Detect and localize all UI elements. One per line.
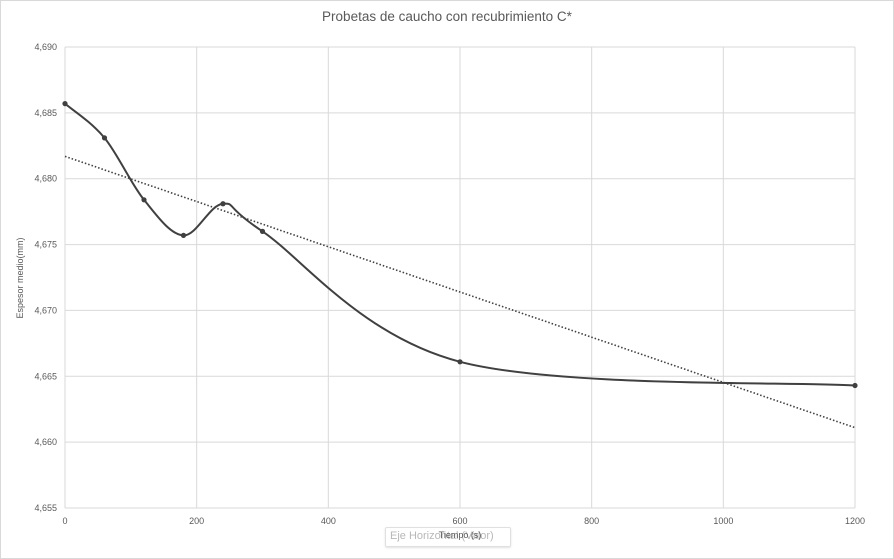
y-tick-label: 4,665 [34, 371, 57, 381]
y-tick-label: 4,660 [34, 437, 57, 447]
y-tick-label: 4,680 [34, 174, 57, 184]
linear-trendline [64, 155, 856, 429]
x-tick-label: 400 [321, 516, 336, 526]
x-tick-label: 800 [584, 516, 599, 526]
y-tick-label: 4,655 [34, 503, 57, 513]
y-axis-title: Espesor medio(mm) [15, 237, 25, 318]
x-tick-label: 1000 [713, 516, 733, 526]
trendline-layer [64, 155, 856, 429]
gridlines [64, 46, 856, 509]
data-point[interactable] [62, 101, 68, 107]
y-tick-label: 4,675 [34, 240, 57, 250]
y-tick-label: 4,685 [34, 108, 57, 118]
x-tick-label: 0 [62, 516, 67, 526]
data-point[interactable] [259, 228, 266, 234]
data-point[interactable] [852, 382, 858, 389]
horizontal-axis-title-placeholder[interactable]: Eje Horizontal (Valor) [385, 527, 511, 547]
y-axis-ticks: 4,655 4,660 4,665 4,670 4,675 4,680 4,685 4,690 [34, 42, 57, 513]
placeholder-text: Eje Horizontal (Valor) [390, 530, 494, 542]
series-line [64, 102, 856, 387]
data-point[interactable] [180, 232, 187, 238]
data-point[interactable] [220, 201, 226, 207]
chart-title: Probetas de caucho con recubrimiento C* [322, 9, 573, 24]
x-tick-label: 1200 [845, 516, 865, 526]
data-point[interactable] [141, 197, 147, 203]
y-tick-label: 4,690 [34, 42, 57, 52]
series-layer [62, 101, 858, 389]
x-tick-label: 600 [452, 516, 467, 526]
x-tick-label: 200 [189, 516, 204, 526]
y-tick-label: 4,670 [34, 305, 57, 315]
data-point[interactable] [101, 135, 108, 141]
data-point[interactable] [457, 359, 463, 365]
x-axis-ticks: 0 200 400 600 800 1000 1200 [62, 516, 865, 526]
